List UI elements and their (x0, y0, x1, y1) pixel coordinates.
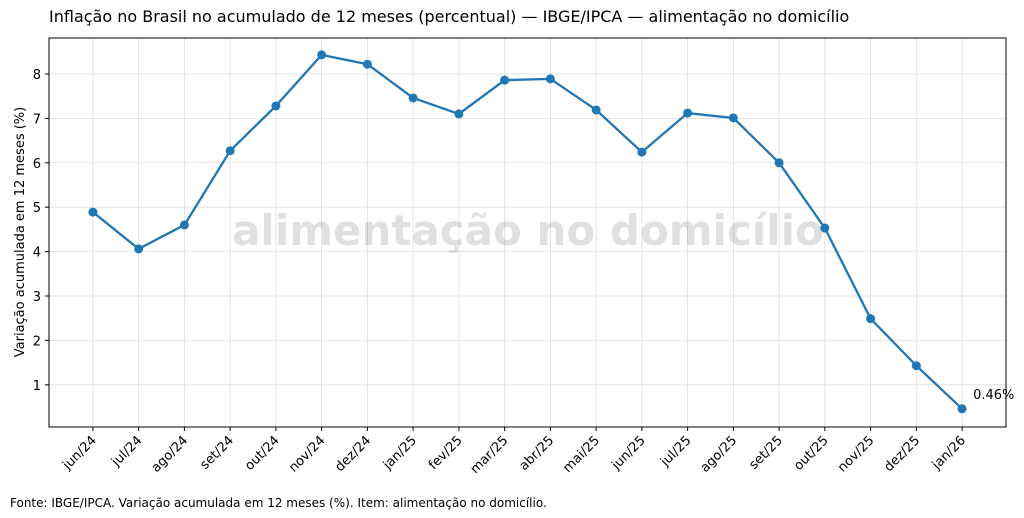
data-point (957, 404, 967, 414)
y-tick-label: 7 (33, 112, 41, 127)
x-tick-label: jul/24 (108, 433, 145, 470)
y-tick-label: 3 (33, 290, 41, 305)
data-point (271, 101, 281, 111)
data-point (317, 50, 327, 60)
source-footer: Fonte: IBGE/IPCA. Variação acumulada em … (10, 496, 547, 510)
data-point (911, 361, 921, 371)
x-tick-label: set/25 (746, 433, 785, 472)
x-tick-label: dez/24 (332, 433, 374, 475)
x-tick-label: mai/25 (560, 433, 603, 476)
y-tick-label: 6 (33, 157, 41, 172)
y-tick-label: 5 (33, 201, 41, 216)
x-tick-label: dez/25 (881, 433, 923, 475)
data-point (591, 105, 601, 115)
data-point (408, 93, 418, 103)
data-point (820, 223, 830, 233)
data-point (683, 108, 693, 118)
x-tick-label: nov/25 (835, 433, 877, 475)
y-tick-label: 8 (33, 68, 41, 83)
x-tick-label: abr/25 (517, 433, 558, 474)
watermark: alimentação no domicílio (232, 206, 824, 255)
data-point (225, 146, 235, 156)
chart-title: Inflação no Brasil no acumulado de 12 me… (49, 7, 849, 26)
data-point (362, 59, 372, 69)
x-tick-label: set/24 (198, 433, 237, 472)
data-point (179, 220, 189, 230)
y-axis-label: Variação acumulada em 12 meses (%) (13, 107, 28, 357)
data-point (88, 207, 98, 217)
x-tick-label: jan/25 (380, 433, 420, 473)
x-tick-label: jun/25 (608, 433, 648, 473)
y-tick-label: 2 (33, 334, 41, 349)
data-point (637, 147, 647, 157)
last-value-label: 0.46% (973, 388, 1014, 403)
y-tick-label: 1 (33, 379, 41, 394)
plot-frame (48, 37, 1007, 428)
data-point (774, 158, 784, 168)
data-point (866, 314, 876, 324)
x-tick-label: jul/25 (657, 433, 694, 470)
data-point (134, 244, 144, 254)
x-tick-label: fev/25 (426, 433, 466, 473)
data-point (545, 74, 555, 84)
x-tick-label: jun/24 (59, 433, 99, 473)
x-tick-label: ago/25 (698, 433, 740, 475)
data-point (500, 75, 510, 85)
x-tick-label: ago/24 (149, 433, 191, 475)
x-tick-label: jan/26 (929, 433, 969, 473)
x-tick-label: nov/24 (286, 433, 328, 475)
data-point (454, 109, 464, 119)
y-tick-label: 4 (33, 246, 41, 261)
data-point (728, 113, 738, 123)
x-tick-label: out/25 (791, 433, 831, 473)
x-tick-label: out/24 (242, 433, 282, 473)
series-line (92, 53, 963, 410)
x-tick-label: mar/25 (468, 433, 512, 477)
